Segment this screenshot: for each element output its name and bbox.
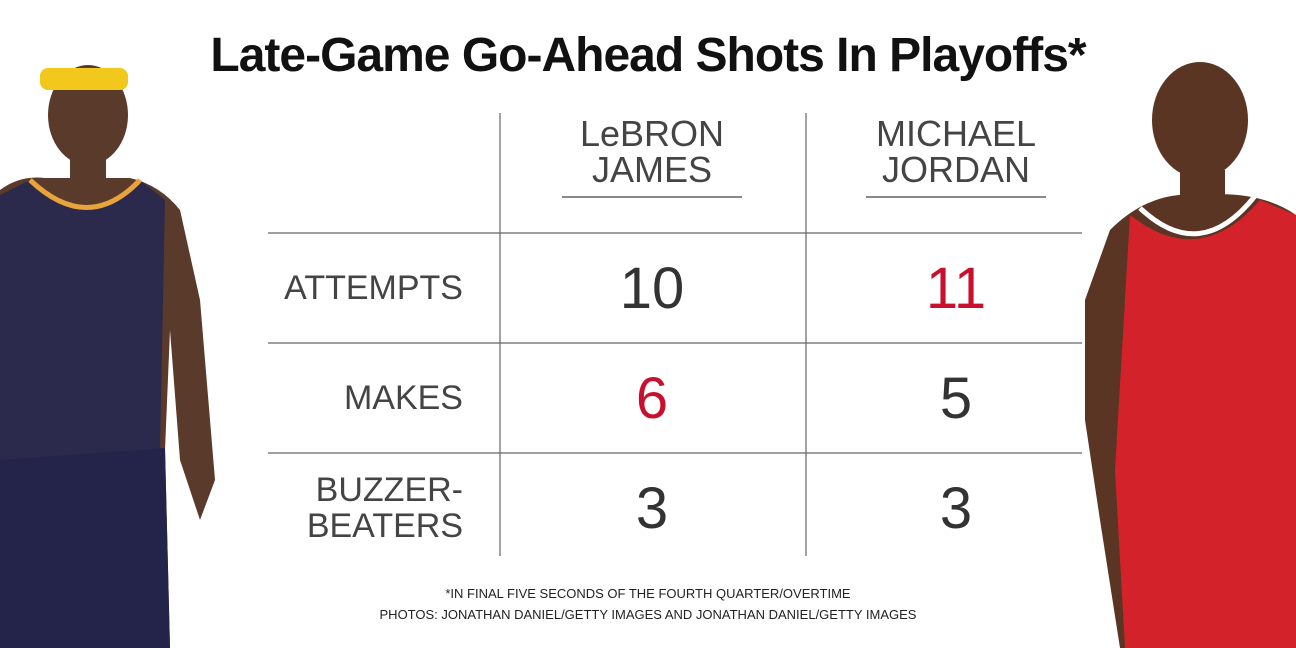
table-rules xyxy=(268,113,1082,556)
player-right-photo xyxy=(1085,62,1296,648)
cell-value: 3 xyxy=(939,475,973,541)
cell-value: 10 xyxy=(619,255,685,321)
row-label: BUZZER-BEATERS xyxy=(306,471,463,545)
footnote: *IN FINAL FIVE SECONDS OF THE FOURTH QUA… xyxy=(445,586,851,601)
column-header-cell: MICHAEL JORDAN xyxy=(866,116,1046,198)
credit: PHOTOS: JONATHAN DANIEL/GETTY IMAGES AND… xyxy=(379,607,917,622)
row-label: MAKES xyxy=(343,379,463,417)
player-left-photo xyxy=(0,65,215,648)
cell-value: 11 xyxy=(925,255,987,321)
cell-value: 5 xyxy=(939,365,973,431)
column-header-cell: LeBRON JAMES xyxy=(562,116,742,198)
title: Late-Game Go-Ahead Shots In Playoffs* xyxy=(210,29,1086,82)
column-header: MICHAEL JORDAN xyxy=(866,116,1046,198)
row-label: ATTEMPTS xyxy=(284,269,463,307)
column-header: LeBRON JAMES xyxy=(562,116,742,198)
cell-value: 3 xyxy=(635,475,669,541)
cell-value: 6 xyxy=(635,365,669,431)
